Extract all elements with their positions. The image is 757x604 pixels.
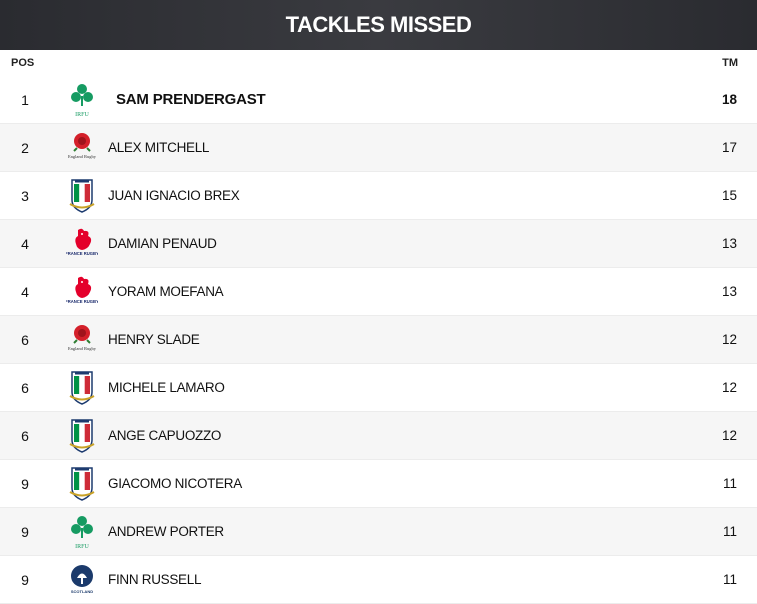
table-row[interactable]: 6 MICHELE LAMARO 12 [0, 364, 757, 412]
table-row[interactable]: 6 ANGE CAPUOZZO 12 [0, 412, 757, 460]
svg-text:England Rugby: England Rugby [68, 346, 97, 351]
england-rose-icon: England Rugby [66, 130, 98, 166]
player-name[interactable]: GIACOMO NICOTERA [108, 476, 242, 491]
player-name[interactable]: SAM PRENDERGAST [116, 91, 266, 108]
row-position: 4 [21, 235, 29, 252]
column-header-tm: TM [722, 57, 738, 69]
row-position: 6 [21, 379, 29, 396]
row-position: 2 [21, 139, 29, 156]
player-name[interactable]: ANGE CAPUOZZO [108, 428, 222, 443]
row-position: 3 [21, 187, 29, 204]
table-row[interactable]: 9 IRFU ANDREW PORTER 11 [0, 508, 757, 556]
italy-rugby-icon [66, 178, 98, 214]
tackles-missed-value: 12 [721, 332, 737, 347]
tackles-missed-value: 11 [722, 572, 737, 587]
france-rooster-icon: FRANCE RUGBY [66, 274, 98, 310]
page-header: TACKLES MISSED [0, 0, 757, 50]
player-name[interactable]: DAMIAN PENAUD [108, 236, 217, 251]
row-position: 9 [21, 475, 29, 492]
table-row[interactable]: 6 England Rugby HENRY SLADE 12 [0, 316, 757, 364]
table-row[interactable]: 3 JUAN IGNACIO BREX 15 [0, 172, 757, 220]
italy-rugby-icon [66, 466, 98, 502]
scotland-thistle-icon: SCOTLAND [66, 562, 98, 598]
leaderboard-table: 1 IRFU SAM PRENDERGAST 18 2 England Rugby … [0, 76, 757, 604]
tackles-missed-value: 17 [721, 140, 737, 155]
row-position: 9 [21, 523, 29, 540]
svg-text:IRFU: IRFU [75, 544, 89, 550]
row-position: 6 [21, 427, 29, 444]
table-row[interactable]: 2 England Rugby ALEX MITCHELL 17 [0, 124, 757, 172]
svg-text:SCOTLAND: SCOTLAND [71, 589, 93, 594]
italy-rugby-icon [66, 370, 98, 406]
page-title: TACKLES MISSED [285, 12, 472, 37]
player-name[interactable]: MICHELE LAMARO [108, 380, 225, 395]
player-name[interactable]: HENRY SLADE [108, 332, 200, 347]
player-name[interactable]: ALEX MITCHELL [108, 140, 210, 155]
svg-text:IRFU: IRFU [75, 112, 89, 118]
player-name[interactable]: YORAM MOEFANA [108, 284, 224, 299]
ireland-irfu-icon: IRFU [66, 82, 98, 118]
table-row[interactable]: 9 SCOTLAND FINN RUSSELL 11 [0, 556, 757, 604]
italy-rugby-icon [66, 418, 98, 454]
tackles-missed-value: 13 [721, 284, 737, 299]
france-rooster-icon: FRANCE RUGBY [66, 226, 98, 262]
svg-text:FRANCE RUGBY: FRANCE RUGBY [66, 299, 98, 304]
tackles-missed-value: 13 [721, 236, 737, 251]
row-position: 4 [21, 283, 29, 300]
svg-text:England Rugby: England Rugby [68, 154, 97, 159]
tackles-missed-value: 11 [722, 476, 737, 491]
england-rose-icon: England Rugby [66, 322, 98, 358]
svg-text:FRANCE RUGBY: FRANCE RUGBY [66, 251, 98, 256]
player-name[interactable]: ANDREW PORTER [108, 524, 224, 539]
ireland-irfu-icon: IRFU [66, 514, 98, 550]
row-position: 6 [21, 331, 29, 348]
tackles-missed-value: 11 [722, 524, 737, 539]
row-position: 9 [21, 571, 29, 588]
table-row[interactable]: 4 FRANCE RUGBY DAMIAN PENAUD 13 [0, 220, 757, 268]
tackles-missed-value: 12 [721, 380, 737, 395]
table-row[interactable]: 9 GIACOMO NICOTERA 11 [0, 460, 757, 508]
table-row[interactable]: 1 IRFU SAM PRENDERGAST 18 [0, 76, 757, 124]
table-row[interactable]: 4 FRANCE RUGBY YORAM MOEFANA 13 [0, 268, 757, 316]
tackles-missed-value: 12 [721, 428, 737, 443]
player-name[interactable]: JUAN IGNACIO BREX [108, 188, 240, 203]
tackles-missed-value: 15 [721, 188, 737, 203]
column-header-pos: POS [11, 57, 35, 69]
player-name[interactable]: FINN RUSSELL [108, 572, 202, 587]
tackles-missed-value: 18 [721, 92, 737, 107]
column-headers: POS TM [0, 50, 757, 76]
row-position: 1 [21, 91, 29, 108]
